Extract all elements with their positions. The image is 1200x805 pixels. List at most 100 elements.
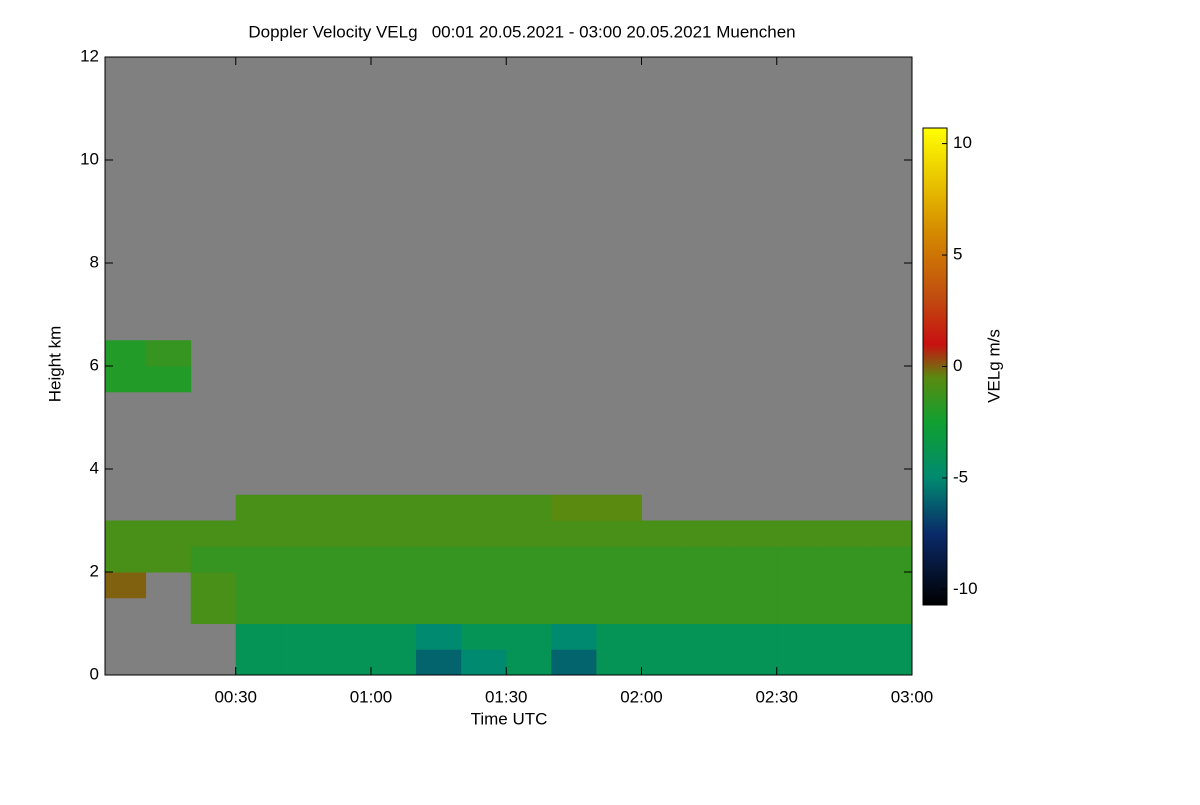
chart-title: Doppler Velocity VELg 00:01 20.05.2021 -… [248, 22, 795, 41]
heatmap-cell [280, 494, 327, 521]
heatmap-cell [866, 597, 913, 624]
heatmap-cell [731, 520, 778, 547]
heatmap-cell [821, 649, 868, 676]
heatmap-cell [461, 597, 507, 624]
heatmap-cell [145, 340, 192, 367]
heatmap-cell [461, 649, 507, 676]
x-tick-label: 01:30 [485, 687, 528, 706]
heatmap-cell [776, 572, 823, 599]
heatmap-cell [686, 649, 733, 676]
heatmap-cell [551, 572, 597, 599]
heatmap-cell [370, 649, 417, 676]
heatmap-cell [731, 597, 778, 624]
colorbar-tick-label: 10 [953, 133, 972, 152]
x-tick-label: 00:30 [214, 687, 257, 706]
heatmap-cell [190, 546, 237, 573]
y-tick-label: 10 [80, 149, 99, 168]
heatmap-cell [416, 546, 462, 573]
colorbar-tick-label: 5 [953, 245, 962, 264]
heatmap-cell [325, 546, 372, 573]
heatmap-cell [551, 494, 597, 521]
heatmap-cell [506, 597, 552, 624]
heatmap-cell [190, 520, 237, 547]
heatmap-cell [280, 649, 327, 676]
heatmap-cell [190, 572, 237, 599]
heatmap-cell [105, 366, 147, 393]
heatmap-cell [370, 494, 417, 521]
heatmap-cell [686, 597, 733, 624]
heatmap-cell [506, 623, 552, 650]
heatmap-cell [325, 597, 372, 624]
y-tick-label: 8 [90, 252, 99, 271]
colorbar-tick-label: 0 [953, 356, 962, 375]
heatmap-cell [416, 597, 462, 624]
heatmap-cell [105, 340, 147, 367]
heatmap-cell [506, 649, 552, 676]
heatmap-cell [506, 546, 552, 573]
heatmap-cell [325, 623, 372, 650]
heatmap-cell [551, 623, 597, 650]
heatmap-cell [506, 520, 552, 547]
heatmap-cell [731, 623, 778, 650]
heatmap-cell [461, 572, 507, 599]
heatmap-cell [596, 520, 642, 547]
heatmap-cell [370, 546, 417, 573]
heatmap-cell [280, 520, 327, 547]
heatmap-cell [641, 520, 688, 547]
heatmap-cell [821, 572, 868, 599]
heatmap-cell [596, 546, 642, 573]
y-tick-label: 2 [90, 561, 99, 580]
heatmap-cell [461, 520, 507, 547]
heatmap-cell [596, 623, 642, 650]
heatmap-cell [105, 546, 147, 573]
heatmap-cell [776, 597, 823, 624]
heatmap-cell [416, 572, 462, 599]
heatmap-cell [686, 520, 733, 547]
heatmap-cell [416, 623, 462, 650]
heatmap-cell [551, 520, 597, 547]
heatmap-cell [551, 649, 597, 676]
heatmap-cell [731, 546, 778, 573]
heatmap-cell [776, 623, 823, 650]
heatmap-cell [235, 494, 282, 521]
heatmap-cell [506, 572, 552, 599]
heatmap-cell [370, 572, 417, 599]
heatmap-cell [235, 649, 282, 676]
heatmap-cell [461, 623, 507, 650]
y-tick-label: 0 [90, 664, 99, 683]
heatmap-cell [731, 572, 778, 599]
heatmap-cell [280, 623, 327, 650]
heatmap-cell [641, 623, 688, 650]
heatmap-cell [105, 572, 147, 599]
heatmap-cell [280, 572, 327, 599]
x-tick-label: 01:00 [350, 687, 393, 706]
heatmap-cell [325, 520, 372, 547]
heatmap-cell [416, 649, 462, 676]
heatmap-cell [596, 597, 642, 624]
y-tick-label: 12 [80, 46, 99, 65]
x-tick-label: 02:00 [620, 687, 663, 706]
heatmap-cell [641, 597, 688, 624]
heatmap-cell [461, 494, 507, 521]
heatmap-cell [506, 494, 552, 521]
heatmap-cell [641, 572, 688, 599]
heatmap-cell [370, 597, 417, 624]
heatmap-cell [145, 546, 192, 573]
heatmap-cell [641, 546, 688, 573]
heatmap-cell [866, 520, 913, 547]
y-axis-label: Height km [45, 326, 64, 403]
y-tick-label: 4 [90, 458, 99, 477]
heatmap-cell [641, 649, 688, 676]
heatmap-cell [235, 572, 282, 599]
heatmap-cell [731, 649, 778, 676]
heatmap-cell [686, 572, 733, 599]
heatmap-cell [370, 520, 417, 547]
heatmap-cell [325, 649, 372, 676]
heatmap-cell [776, 649, 823, 676]
heatmap-cell [866, 649, 913, 676]
heatmap-cell [821, 546, 868, 573]
heatmap-cell [821, 623, 868, 650]
heatmap-cell [866, 546, 913, 573]
heatmap-cell [145, 520, 192, 547]
